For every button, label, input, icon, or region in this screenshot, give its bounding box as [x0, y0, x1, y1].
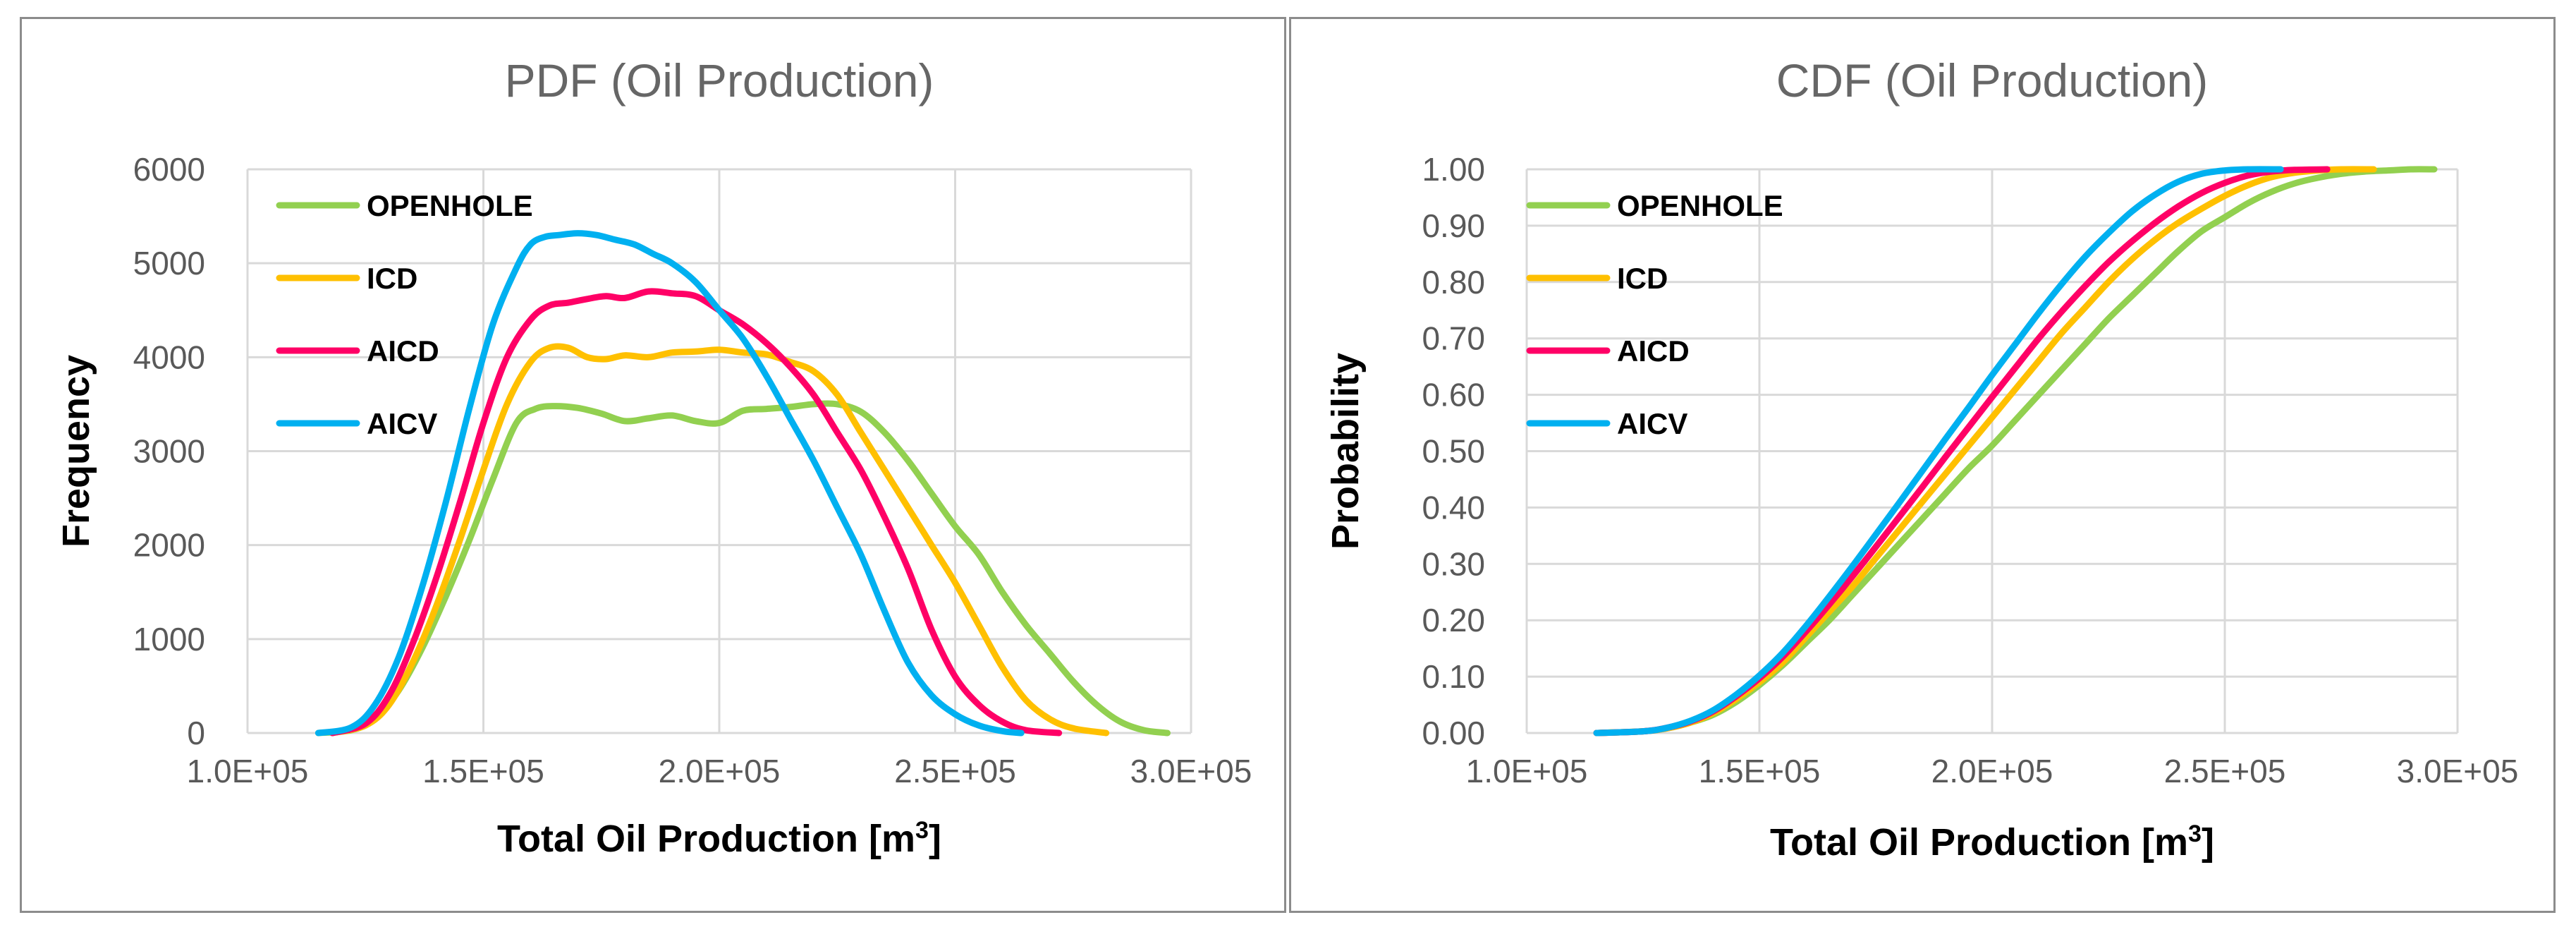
cdf-chart-title: CDF (Oil Production) — [1776, 54, 2208, 107]
pdf-legend-label-openhole: OPENHOLE — [367, 189, 533, 222]
pdf-x-axis-title: Total Oil Production [m3] — [497, 817, 941, 860]
cdf-y-tick-label: 0.90 — [1422, 207, 1485, 244]
pdf-y-tick-label: 3000 — [133, 433, 205, 470]
pdf-series-aicd — [329, 288, 1063, 737]
cdf-y-tick-label: 0.00 — [1422, 715, 1485, 751]
pdf-x-tick-label: 2.5E+05 — [894, 753, 1016, 789]
cdf-y-tick-label: 0.80 — [1422, 264, 1485, 301]
pdf-legend-label-icd: ICD — [367, 262, 417, 295]
pdf-chart: PDF (Oil Production) 0 1000 2000 3000 4000 500… — [55, 54, 1252, 860]
pdf-chart-panel: PDF (Oil Production) 0 1000 2000 3000 4000 500… — [20, 17, 1286, 913]
pdf-y-tick-label: 5000 — [133, 245, 205, 281]
pdf-x-tick-label: 2.0E+05 — [659, 753, 781, 789]
cdf-y-tick-label: 0.60 — [1422, 377, 1485, 413]
pdf-legend-label-aicv: AICV — [367, 407, 437, 440]
cdf-y-tick-label: 0.10 — [1422, 658, 1485, 695]
cdf-chart: CDF (Oil Production) 0.00 0.10 0.20 0.30 0.40… — [1324, 54, 2519, 864]
cdf-legend-label-aicd: AICD — [1617, 334, 1690, 368]
pdf-chart-title: PDF (Oil Production) — [505, 54, 934, 107]
cdf-y-axis-title: Probability — [1324, 353, 1367, 550]
cdf-y-tick-label: 0.40 — [1422, 489, 1485, 526]
cdf-y-tick-label: 0.50 — [1422, 433, 1485, 470]
cdf-chart-panel: CDF (Oil Production) 0.00 0.10 0.20 0.30 0.40… — [1289, 17, 2556, 913]
cdf-x-tick-label: 1.0E+05 — [1466, 753, 1588, 789]
pdf-y-tick-label: 4000 — [133, 339, 205, 375]
pdf-series-aicv — [315, 230, 1025, 737]
pdf-legend-label-aicd: AICD — [367, 334, 439, 368]
cdf-legend-label-icd: ICD — [1617, 262, 1668, 295]
cdf-series-aicv — [1593, 166, 2284, 737]
pdf-y-tick-label: 2000 — [133, 527, 205, 564]
cdf-y-tick-label: 1.00 — [1422, 151, 1485, 188]
pdf-x-tick-label: 1.5E+05 — [422, 753, 544, 789]
pdf-y-axis-title: Frequency — [55, 355, 97, 547]
cdf-x-tick-label: 2.5E+05 — [2164, 753, 2286, 789]
cdf-legend-label-openhole: OPENHOLE — [1617, 189, 1783, 222]
pdf-series-openhole — [315, 400, 1171, 737]
pdf-x-tick-label: 1.0E+05 — [187, 753, 309, 789]
pdf-series-icd — [329, 343, 1110, 737]
cdf-legend-label-aicv: AICV — [1617, 407, 1687, 440]
cdf-x-tick-label: 2.0E+05 — [1931, 753, 2053, 789]
pdf-y-tick-label: 6000 — [133, 151, 205, 188]
cdf-x-tick-label: 1.5E+05 — [1699, 753, 1821, 789]
pdf-y-tick-label: 0 — [187, 715, 205, 751]
cdf-y-tick-label: 0.30 — [1422, 545, 1485, 582]
pdf-y-tick-label: 1000 — [133, 621, 205, 658]
cdf-y-tick-label: 0.20 — [1422, 602, 1485, 638]
cdf-y-tick-label: 0.70 — [1422, 320, 1485, 357]
cdf-x-axis-title: Total Oil Production [m3] — [1770, 820, 2214, 864]
cdf-x-tick-label: 3.0E+05 — [2397, 753, 2519, 789]
pdf-x-tick-label: 3.0E+05 — [1130, 753, 1252, 789]
